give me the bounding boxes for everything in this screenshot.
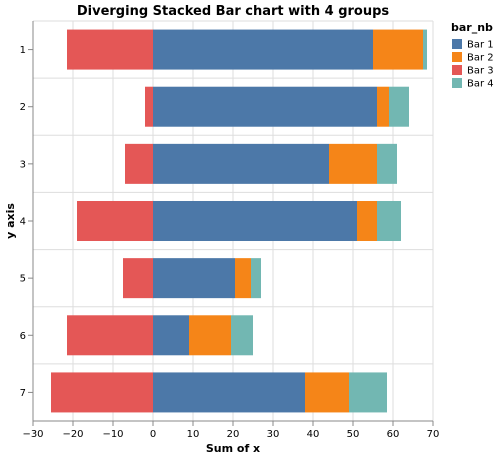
legend-swatch <box>452 39 462 49</box>
bar-3-bar-2 <box>329 144 377 184</box>
x-tick-label: 40 <box>307 429 320 440</box>
bar-6-bar-1 <box>153 315 189 355</box>
bar-1-bar-4 <box>423 30 427 70</box>
y-tick-label: 1 <box>20 45 26 56</box>
bar-4-bar-3 <box>77 201 153 241</box>
x-tick-label: 30 <box>267 429 280 440</box>
bar-4-bar-2 <box>357 201 377 241</box>
x-tick-label: −20 <box>62 429 83 440</box>
bar-6-bar-4 <box>231 315 253 355</box>
y-tick-label: 2 <box>20 102 26 113</box>
bar-2-bar-1 <box>153 87 377 127</box>
x-tick-label: 20 <box>227 429 240 440</box>
bar-5-bar-4 <box>251 258 261 298</box>
bar-6-bar-2 <box>189 315 231 355</box>
bar-7-bar-4 <box>349 372 387 412</box>
bar-7-bar-2 <box>305 372 349 412</box>
bar-5-bar-3 <box>123 258 153 298</box>
x-tick-label: −30 <box>22 429 43 440</box>
y-tick-label: 6 <box>20 331 26 342</box>
legend-label: Bar 4 <box>467 79 494 90</box>
y-tick-label: 5 <box>20 274 26 285</box>
y-axis-title: y axis <box>4 203 17 239</box>
legend-swatch <box>452 65 462 75</box>
bar-4-bar-1 <box>153 201 357 241</box>
legend-title: bar_nb <box>451 21 493 34</box>
legend-label: Bar 3 <box>467 66 494 77</box>
bar-1-bar-2 <box>373 30 423 70</box>
legend-label: Bar 2 <box>467 53 494 64</box>
bar-7-bar-1 <box>153 372 305 412</box>
x-axis-title: Sum of x <box>206 442 260 455</box>
bar-3-bar-3 <box>125 144 153 184</box>
legend-label: Bar 1 <box>467 40 494 51</box>
bar-2-bar-4 <box>389 87 409 127</box>
legend-swatch <box>452 78 462 88</box>
legend-swatch <box>452 52 462 62</box>
bar-1-bar-1 <box>153 30 373 70</box>
x-tick-label: 10 <box>187 429 200 440</box>
y-tick-label: 3 <box>20 159 26 170</box>
bar-6-bar-3 <box>67 315 153 355</box>
x-tick-label: −10 <box>102 429 123 440</box>
y-tick-label: 7 <box>20 388 26 399</box>
bar-1-bar-3 <box>67 30 153 70</box>
bar-2-bar-2 <box>377 87 389 127</box>
x-tick-label: 60 <box>387 429 400 440</box>
bar-4-bar-4 <box>377 201 401 241</box>
bar-5-bar-1 <box>153 258 235 298</box>
legend: bar_nb Bar 1 Bar 2 Bar 3 Bar 4 <box>451 21 494 90</box>
y-tick-label: 4 <box>20 217 26 228</box>
bar-2-bar-3 <box>145 87 153 127</box>
chart-title: Diverging Stacked Bar chart with 4 group… <box>77 4 390 19</box>
bar-7-bar-3 <box>51 372 153 412</box>
x-tick-label: 50 <box>347 429 360 440</box>
bar-3-bar-1 <box>153 144 329 184</box>
x-tick-label: 70 <box>427 429 440 440</box>
bar-5-bar-2 <box>235 258 251 298</box>
bars <box>51 30 427 413</box>
bar-3-bar-4 <box>377 144 397 184</box>
x-tick-label: 0 <box>150 429 156 440</box>
